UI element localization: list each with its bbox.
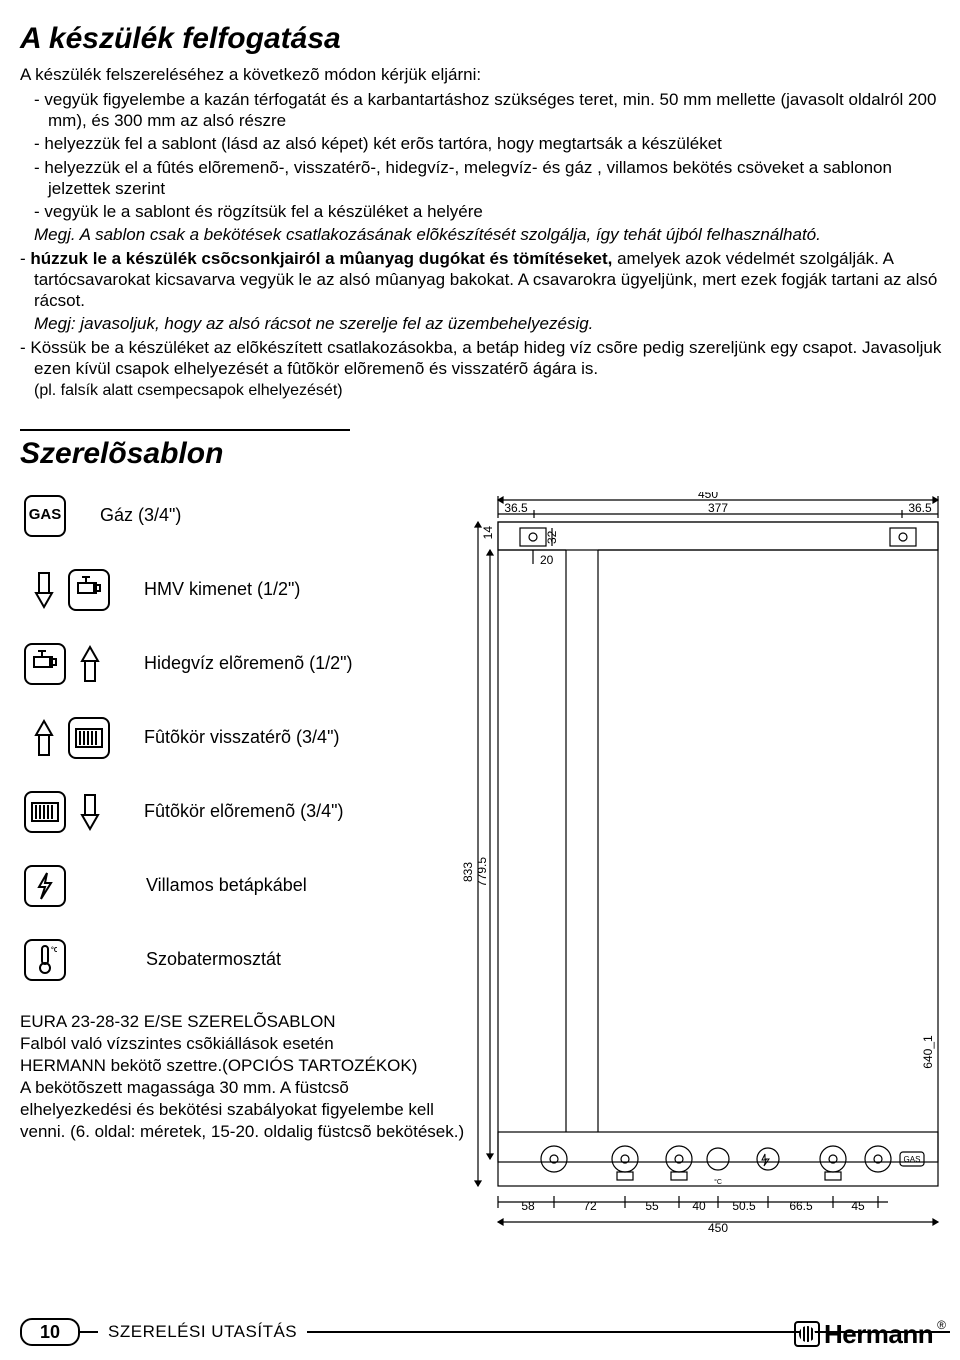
arrow-down-icon [24, 569, 64, 611]
svg-text:55: 55 [645, 1199, 659, 1213]
svg-text:°C: °C [714, 1178, 722, 1186]
page-title: A készülék felfogatása [20, 20, 950, 58]
svg-text:72: 72 [583, 1199, 597, 1213]
legend-label-gas: Gáz (3/4") [100, 504, 181, 527]
legend-label-vissza: Fûtõkör visszatérõ (3/4") [144, 726, 339, 749]
thermometer-icon: °C [24, 939, 66, 981]
bullet-4: vegyük le a sablont és rögzítsük fel a k… [20, 201, 950, 222]
legend-label-hideg: Hidegvíz elõremenõ (1/2") [144, 652, 353, 675]
svg-text:450: 450 [708, 1221, 728, 1234]
svg-text:36.5: 36.5 [908, 501, 932, 515]
svg-text:GAS: GAS [904, 1155, 921, 1164]
svg-text:779.5: 779.5 [475, 857, 489, 887]
legend-label-hmv: HMV kimenet (1/2") [144, 578, 300, 601]
paragraph-connect: Kössük be a készüléket az elõkészített c… [20, 337, 950, 380]
lightning-icon [24, 865, 66, 907]
footer-label: SZERELÉSI UTASÍTÁS [98, 1321, 307, 1342]
legend-label-szoba: Szobatermosztát [146, 948, 281, 971]
svg-text:32: 32 [545, 530, 559, 544]
radiator-icon-2 [24, 791, 66, 833]
paragraph-plugs: húzzuk le a készülék csõcsonkjairól a mû… [20, 248, 950, 312]
tap-icon [68, 569, 110, 611]
registered-mark: ® [937, 1318, 946, 1333]
section-divider [20, 429, 350, 431]
gas-icon: GAS [24, 495, 66, 537]
tap-icon-2 [24, 643, 66, 685]
svg-text:640_1: 640_1 [921, 1035, 935, 1069]
template-diagram: 450 36.5 377 36.5 14 32 20 °C [448, 492, 944, 1234]
svg-text:45: 45 [851, 1199, 865, 1213]
section-title-2: Szerelõsablon [20, 435, 950, 473]
svg-text:450: 450 [698, 492, 718, 501]
arrow-up-icon [70, 643, 110, 685]
svg-text:°C: °C [51, 946, 57, 954]
footer-line-left [80, 1331, 98, 1333]
page-number-badge: 10 [20, 1318, 80, 1346]
radiator-icon [68, 717, 110, 759]
legend-label-villamos: Villamos betápkábel [146, 874, 307, 897]
bullet-2: helyezzük fel a sablont (lásd az alsó ké… [20, 133, 950, 154]
brand-name: Hermann [824, 1318, 933, 1351]
svg-text:20: 20 [540, 553, 554, 567]
svg-text:833: 833 [461, 862, 475, 882]
svg-text:36.5: 36.5 [504, 501, 528, 515]
paragraph-connect-small: (pl. falsík alatt csempecsapok elhelyezé… [20, 381, 950, 401]
note-2: Megj: javasoljuk, hogy az alsó rácsot ne… [20, 313, 950, 334]
svg-text:14: 14 [481, 526, 495, 540]
svg-text:66.5: 66.5 [789, 1199, 813, 1213]
svg-text:40: 40 [692, 1199, 706, 1213]
arrow-up-icon-2 [24, 717, 64, 759]
svg-text:377: 377 [708, 501, 728, 515]
svg-text:50.5: 50.5 [732, 1199, 756, 1213]
bullet-1: vegyük figyelembe a kazán térfogatát és … [20, 89, 950, 132]
bullet-3: helyezzük el a fûtés elõremenõ-, visszat… [20, 157, 950, 200]
brand-logo-icon [794, 1321, 820, 1347]
svg-text:58: 58 [521, 1199, 535, 1213]
plugs-bold: húzzuk le a készülék csõcsonkjairól a mû… [30, 249, 612, 268]
intro-text: A készülék felszereléséhez a következõ m… [20, 64, 950, 85]
brand-block: Hermann ® [794, 1318, 946, 1351]
legend-label-elore: Fûtõkör elõremenõ (3/4") [144, 800, 343, 823]
arrow-down-icon-2 [70, 791, 110, 833]
note-1: Megj. A sablon csak a bekötések csatlako… [20, 224, 950, 245]
